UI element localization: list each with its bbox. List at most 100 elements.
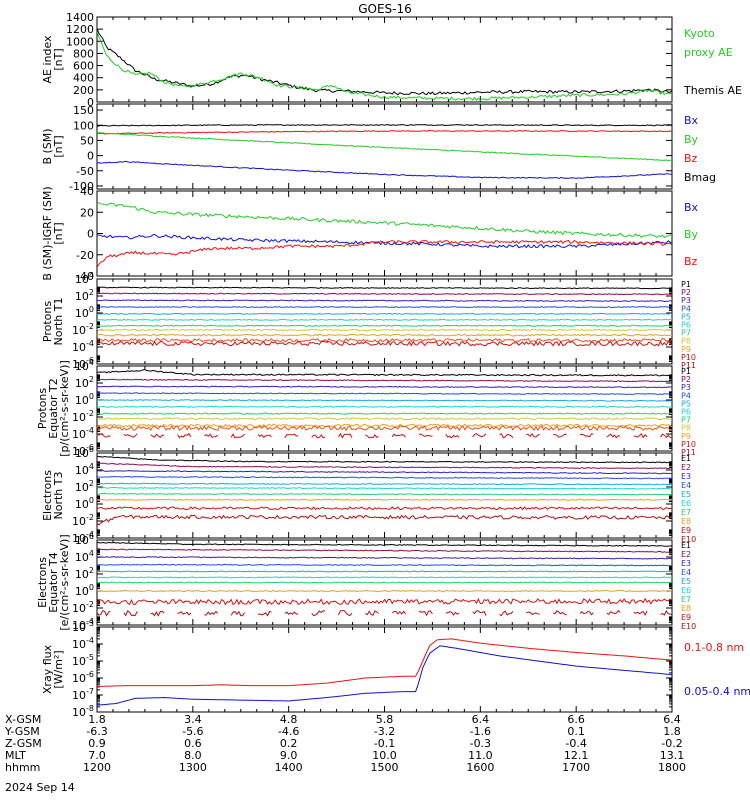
series-line-6 <box>97 405 672 408</box>
series-line-3 <box>97 299 672 303</box>
date-label: 2024 Sep 14 <box>5 781 75 794</box>
legend-entry: P8 <box>681 337 691 346</box>
legend-entry: Bz <box>684 255 698 268</box>
x-axis-row-label: Y-GSM <box>4 725 40 738</box>
series-line-9 <box>97 333 672 337</box>
x-axis-value: 10.0 <box>372 749 397 762</box>
series-line-8 <box>97 589 672 593</box>
y-tick-label: 20 <box>80 206 94 219</box>
legend-entry: P2 <box>681 375 691 384</box>
series-line-1 <box>97 28 672 96</box>
series-line-4 <box>97 160 672 179</box>
x-axis-value: 1800 <box>658 761 686 774</box>
legend-entry: P3 <box>681 296 691 305</box>
series-line-1 <box>97 123 672 127</box>
series-line-9 <box>97 597 672 606</box>
series-line-9 <box>97 423 672 428</box>
legend: 0.1-0.8 nm 0.05-0.4 nm <box>684 641 750 698</box>
legend-entry: P6 <box>681 408 691 417</box>
legend-entry: Bx <box>684 201 699 214</box>
series-line-1 <box>97 369 672 377</box>
legend-entry: P7 <box>681 329 691 338</box>
series-line-1 <box>97 455 672 464</box>
legend-entry: P11 <box>681 361 696 370</box>
y-tick-label: 1400 <box>66 11 94 24</box>
series-line-2 <box>97 548 672 553</box>
series-line-3 <box>97 239 672 268</box>
x-axis-value: 1600 <box>466 761 494 774</box>
legend-entry: P5 <box>681 312 691 321</box>
y-tick-label: 600 <box>73 60 94 73</box>
series-line-10 <box>97 425 672 432</box>
legend-entry: E5 <box>681 577 691 586</box>
x-axis-row-label: MLT <box>5 749 26 762</box>
series-line-4 <box>97 563 672 567</box>
y-tick-label: -40 <box>76 270 94 283</box>
x-axis-value: 5.8 <box>376 713 394 726</box>
series-line-1 <box>97 286 672 290</box>
x-axis-row-label: X-GSM <box>5 713 41 726</box>
legend-entry: E1 <box>681 541 691 550</box>
y-axis-label-line: [p/(cm²-s-sr-keV)] <box>58 360 71 457</box>
x-axis-value: 9.0 <box>280 749 298 762</box>
legend-entry: E8 <box>681 517 691 526</box>
y-axis-label: B (SM)-IGRF (SM)[nT] <box>41 186 65 280</box>
x-axis-value: 12.1 <box>564 749 589 762</box>
y-axis-label-line: AE index <box>41 35 54 84</box>
legend-entry: 0.1-0.8 nm <box>684 641 744 654</box>
panel-series <box>97 369 672 439</box>
y-tick-label: 800 <box>73 47 94 60</box>
panel-series <box>97 638 672 706</box>
series-line-2 <box>97 31 672 101</box>
legend-entry: P1 <box>681 367 691 376</box>
series-line-7 <box>97 581 672 584</box>
series-line-3 <box>97 385 672 389</box>
y-tick-label: 100 <box>73 119 94 132</box>
legend-entry: E9 <box>681 613 691 622</box>
legend-entry: P4 <box>681 304 691 313</box>
legend-entry: P9 <box>681 345 691 354</box>
series-line-2 <box>97 378 672 383</box>
legend-entry: E2 <box>681 463 691 472</box>
legend-entry: P2 <box>681 288 691 297</box>
panel-series <box>97 286 672 347</box>
legend-entry: E2 <box>681 550 691 559</box>
legend-entry: E10 <box>681 622 696 631</box>
series-line-1 <box>97 541 672 547</box>
series-line-7 <box>97 492 672 496</box>
x-axis-table: X-GSMY-GSMZ-GSMMLThhmm1.8-6.30.97.012003… <box>4 713 686 774</box>
y-tick-label: 1200 <box>66 23 94 36</box>
x-axis-value: 1.8 <box>88 713 106 726</box>
y-tick-label: 0 <box>87 150 94 163</box>
series-line-7 <box>97 324 672 327</box>
y-axis-label-line: North T3 <box>52 472 65 520</box>
legend-entry: Themis AE <box>683 84 742 97</box>
legend-entry: Kyoto <box>684 27 715 40</box>
y-axis-label-line: Electrons <box>36 557 49 608</box>
y-axis-label: ElectronsEquator T4[e/(cm²-s-sr-keV)] <box>36 534 71 630</box>
legend-entry: P9 <box>681 432 691 441</box>
y-axis-label-line: Protons <box>36 388 49 429</box>
y-tick-label: 150 <box>73 104 94 117</box>
x-axis-value: 7.0 <box>88 749 106 762</box>
y-tick-label: -20 <box>76 249 94 262</box>
series-line-10 <box>97 609 672 617</box>
y-axis-label-line: B (SM) <box>41 128 54 164</box>
legend-entry: E8 <box>681 604 691 613</box>
legend-entry: P10 <box>681 440 696 449</box>
legend-entry: 0.05-0.4 nm <box>684 685 750 698</box>
x-axis-value: 0.2 <box>280 737 298 750</box>
legend-entry: E9 <box>681 526 691 535</box>
y-tick-label: 50 <box>80 134 94 147</box>
y-tick-label: 400 <box>73 72 94 85</box>
series-line-5 <box>97 482 672 486</box>
panel-series <box>97 123 672 179</box>
y-axis-label-line: [e/(cm²-s-sr-keV)] <box>58 534 71 630</box>
y-axis-label-line: [nT] <box>52 222 65 244</box>
y-tick-label: -100 <box>69 180 94 193</box>
